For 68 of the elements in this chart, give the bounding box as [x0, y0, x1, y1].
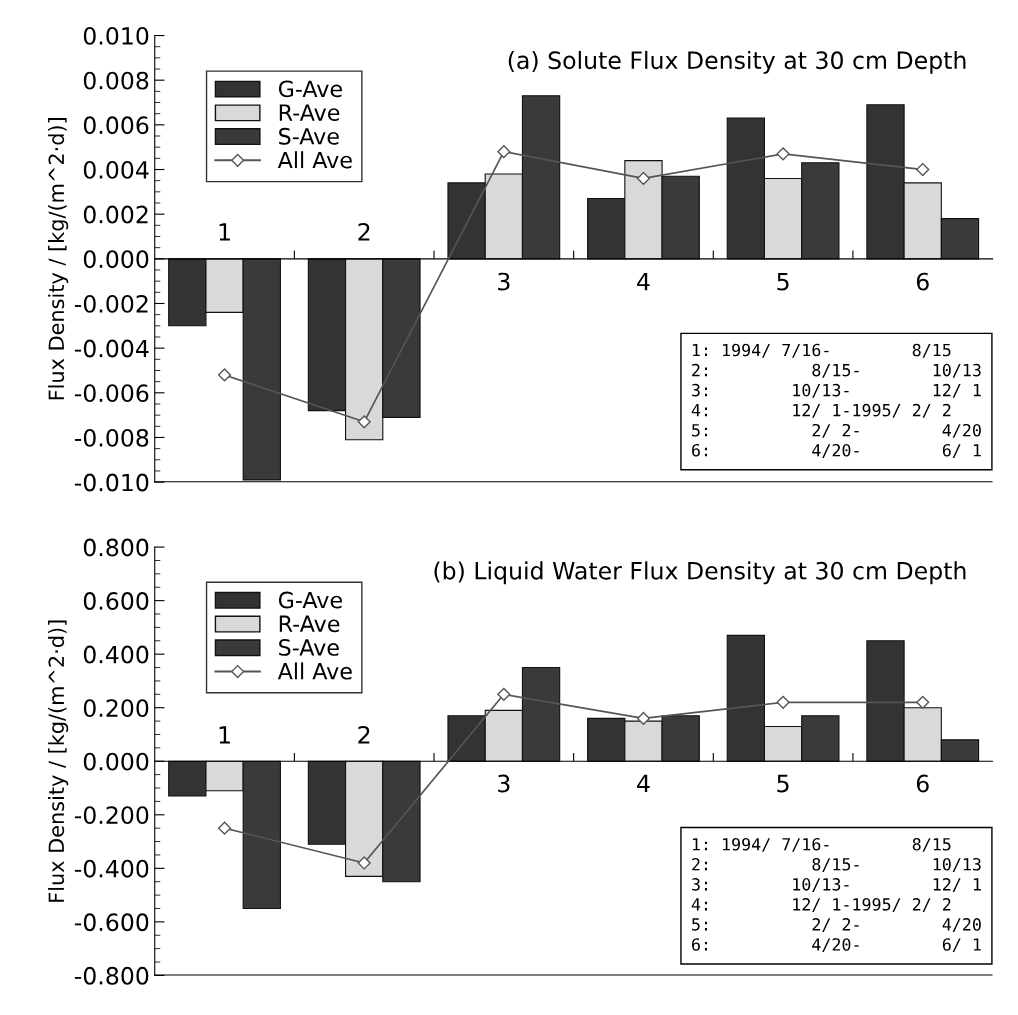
x-tick-label: 6	[916, 774, 929, 793]
point	[217, 368, 232, 382]
x-tick-label: 5	[777, 272, 789, 291]
annotation: 1: 1994/ 7/16- 8/15	[692, 837, 951, 852]
y-axis-title: Flux Density / [kg/(m^2·d)]	[48, 118, 69, 400]
y-tick-label: -0.008	[74, 428, 149, 447]
x-tick-label: 5	[777, 774, 789, 793]
y-tick-label: 0.010	[83, 26, 149, 45]
x-tick-label: 1	[219, 223, 230, 241]
point	[636, 171, 651, 186]
text: (a) Solute Flux Density at 30 cm Depth	[508, 50, 966, 74]
y-tick-label: -0.002	[74, 294, 148, 313]
legend-label: S-Ave	[279, 639, 339, 656]
legend-label: S-Ave	[279, 127, 339, 145]
annotation: 3: 10/13- 12/ 1	[692, 383, 981, 398]
legend-label: G-Ave	[278, 80, 342, 98]
y-tick-label: -0.200	[74, 806, 149, 825]
y-tick-label: -0.006	[74, 384, 149, 403]
point	[636, 711, 651, 726]
text: (b) Liquid Water Flux Density at 30 cm Depth	[434, 561, 966, 585]
annotation: 1: 1994/ 7/16- 8/15	[692, 343, 951, 358]
x-tick-label: 2	[358, 725, 370, 744]
legend-label: All Ave	[277, 662, 352, 680]
annotation: 6: 4/20- 6/ 1	[692, 443, 981, 458]
x-tick-label: 4	[637, 272, 650, 291]
y-tick-label: 0.800	[83, 538, 149, 557]
legend-label: All Ave	[277, 151, 352, 169]
annotation: 2: 8/15- 10/13	[692, 857, 981, 872]
legend-label: R-Ave	[279, 104, 340, 121]
annotation: 3: 10/13- 12/ 1	[692, 878, 981, 892]
x-tick-label: 3	[498, 272, 510, 291]
point	[776, 147, 790, 161]
y-tick-label: 0.200	[83, 699, 149, 718]
legend-label: R-Ave	[279, 615, 340, 633]
legend-label: G-Ave	[278, 591, 342, 609]
y-tick-label: 0.008	[83, 71, 149, 90]
point	[916, 162, 930, 177]
point	[916, 695, 930, 709]
x-tick-label: 6	[916, 272, 929, 291]
point	[357, 856, 371, 870]
annotation: 2: 8/15- 10/13	[692, 363, 981, 378]
y-tick-label: 0.400	[83, 645, 149, 664]
y-tick-label: -0.600	[74, 913, 149, 932]
point	[497, 145, 511, 159]
y-axis-title: Flux Density / [kg/(m^2·d)]	[48, 620, 69, 902]
point	[776, 695, 790, 709]
x-tick-label: 4	[637, 774, 650, 793]
point	[497, 687, 511, 701]
y-tick-label: 0.002	[83, 205, 148, 224]
y-tick-label: 0.004	[83, 160, 149, 179]
x-tick-label: 1	[219, 726, 230, 744]
annotation: 5: 2/ 2- 4/20	[692, 423, 981, 438]
y-tick-label: -0.400	[74, 859, 149, 878]
annotation: 4: 12/ 1-1995/ 2/ 2	[691, 403, 951, 418]
y-tick-label: 0.006	[83, 116, 149, 135]
annotation: 6: 4/20- 6/ 1	[692, 938, 981, 953]
y-tick-label: -0.004	[74, 339, 149, 358]
y-tick-label: 0.600	[83, 592, 149, 610]
point	[217, 821, 232, 835]
y-tick-label: -0.800	[74, 966, 149, 985]
point	[357, 415, 371, 429]
x-tick-label: 2	[358, 222, 370, 241]
annotation: 4: 12/ 1-1995/ 2/ 2	[691, 898, 951, 912]
annotation: 5: 2/ 2- 4/20	[692, 918, 981, 933]
y-tick-label: -0.010	[74, 473, 149, 492]
y-tick-label: 0.000	[83, 250, 149, 269]
x-tick-label: 3	[498, 774, 510, 793]
y-tick-label: 0.000	[83, 752, 149, 771]
